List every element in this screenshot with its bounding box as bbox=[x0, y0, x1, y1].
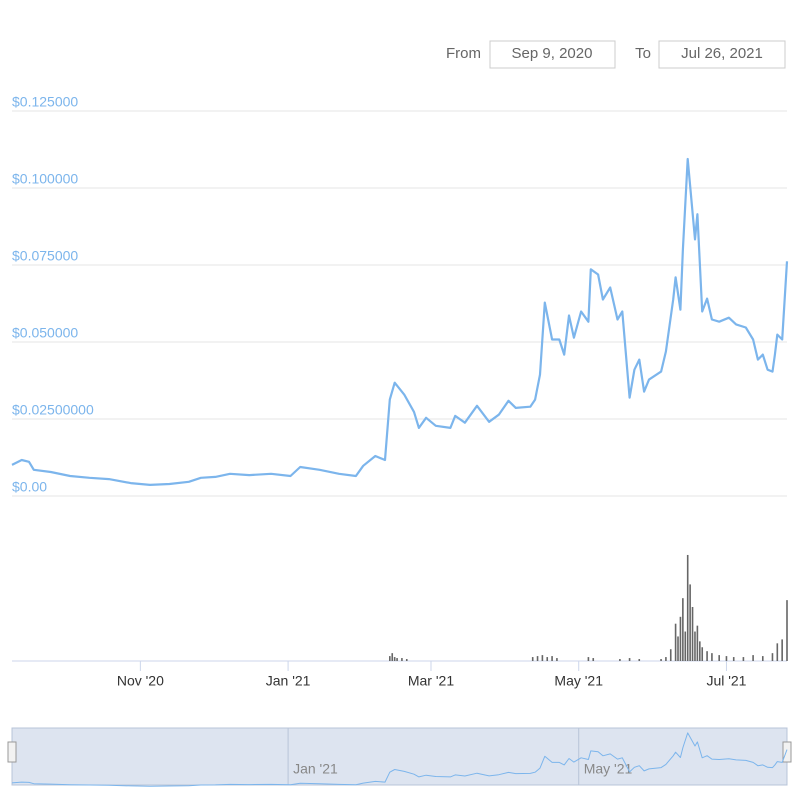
x-tick-label: May '21 bbox=[554, 673, 603, 689]
from-input[interactable] bbox=[489, 40, 616, 69]
to-label: To bbox=[635, 45, 651, 62]
navigator-line bbox=[11, 732, 788, 787]
navigator-handle[interactable] bbox=[782, 741, 792, 763]
navigator[interactable] bbox=[11, 727, 788, 786]
volume-bar bbox=[711, 653, 713, 661]
volume-bar bbox=[669, 649, 672, 661]
volume-bar bbox=[541, 655, 544, 661]
to-input[interactable] bbox=[658, 40, 786, 69]
volume-bar bbox=[689, 584, 691, 661]
to-date[interactable]: Jul 26, 2021 bbox=[681, 45, 763, 62]
volume-bar bbox=[551, 656, 553, 661]
volume-bar bbox=[701, 647, 704, 661]
volume-bar bbox=[587, 657, 590, 661]
volume-bar bbox=[684, 631, 687, 661]
volume-bar bbox=[679, 616, 682, 661]
volume-bar bbox=[694, 631, 696, 661]
volume-bar bbox=[677, 636, 679, 661]
volume-bar bbox=[718, 655, 720, 661]
volume-bar bbox=[761, 656, 764, 661]
volume-bar bbox=[536, 656, 539, 661]
volume-bar bbox=[771, 653, 774, 661]
volume-bar bbox=[638, 659, 641, 661]
navigator-handle[interactable] bbox=[7, 741, 17, 763]
volume-bar bbox=[628, 658, 631, 661]
volume-bar bbox=[389, 656, 391, 661]
volume-bar bbox=[742, 657, 745, 661]
volume-bar bbox=[391, 653, 394, 661]
y-tick-label: $0.100000 bbox=[12, 171, 78, 187]
volume-bar bbox=[696, 625, 699, 661]
navigator-tick-label: Jan '21 bbox=[293, 761, 338, 777]
x-tick-label: Jan '21 bbox=[266, 673, 311, 689]
volume-bar bbox=[619, 659, 621, 661]
volume-bar bbox=[546, 657, 549, 661]
price-line bbox=[11, 157, 789, 486]
volume-bar bbox=[531, 657, 534, 661]
navigator-tick-label: May '21 bbox=[584, 761, 633, 777]
x-tick-label: Nov '20 bbox=[117, 673, 164, 689]
volume-bar bbox=[786, 600, 788, 661]
volume-bar bbox=[674, 623, 677, 661]
volume-bar bbox=[393, 657, 396, 661]
volume-bar bbox=[706, 651, 708, 661]
x-tick-label: Mar '21 bbox=[408, 673, 454, 689]
volume-bar bbox=[665, 657, 667, 661]
y-tick-label: $0.125000 bbox=[12, 94, 78, 110]
volume-bar bbox=[401, 658, 403, 661]
volume-bar bbox=[660, 659, 662, 661]
from-date[interactable]: Sep 9, 2020 bbox=[512, 45, 593, 62]
volume-bar bbox=[556, 658, 558, 661]
volume-bar bbox=[396, 658, 398, 661]
y-tick-label: $0.00 bbox=[12, 479, 47, 495]
volume-bar bbox=[776, 643, 779, 661]
y-tick-label: $0.075000 bbox=[12, 248, 78, 264]
volume-bar bbox=[732, 657, 735, 661]
x-tick-label: Jul '21 bbox=[706, 673, 746, 689]
volume-bar bbox=[592, 658, 595, 661]
from-label: From bbox=[446, 45, 481, 62]
volume-bar bbox=[682, 598, 684, 661]
volume-bar bbox=[686, 554, 689, 661]
volume-bar bbox=[405, 659, 408, 661]
y-tick-label: $0.050000 bbox=[12, 325, 78, 341]
volume-bar bbox=[725, 656, 728, 661]
y-tick-label: $0.02500000 bbox=[12, 402, 94, 418]
volume-bar bbox=[752, 655, 754, 661]
volume-bar bbox=[699, 641, 701, 661]
volume-bar bbox=[781, 639, 783, 661]
volume-bar bbox=[691, 607, 694, 661]
